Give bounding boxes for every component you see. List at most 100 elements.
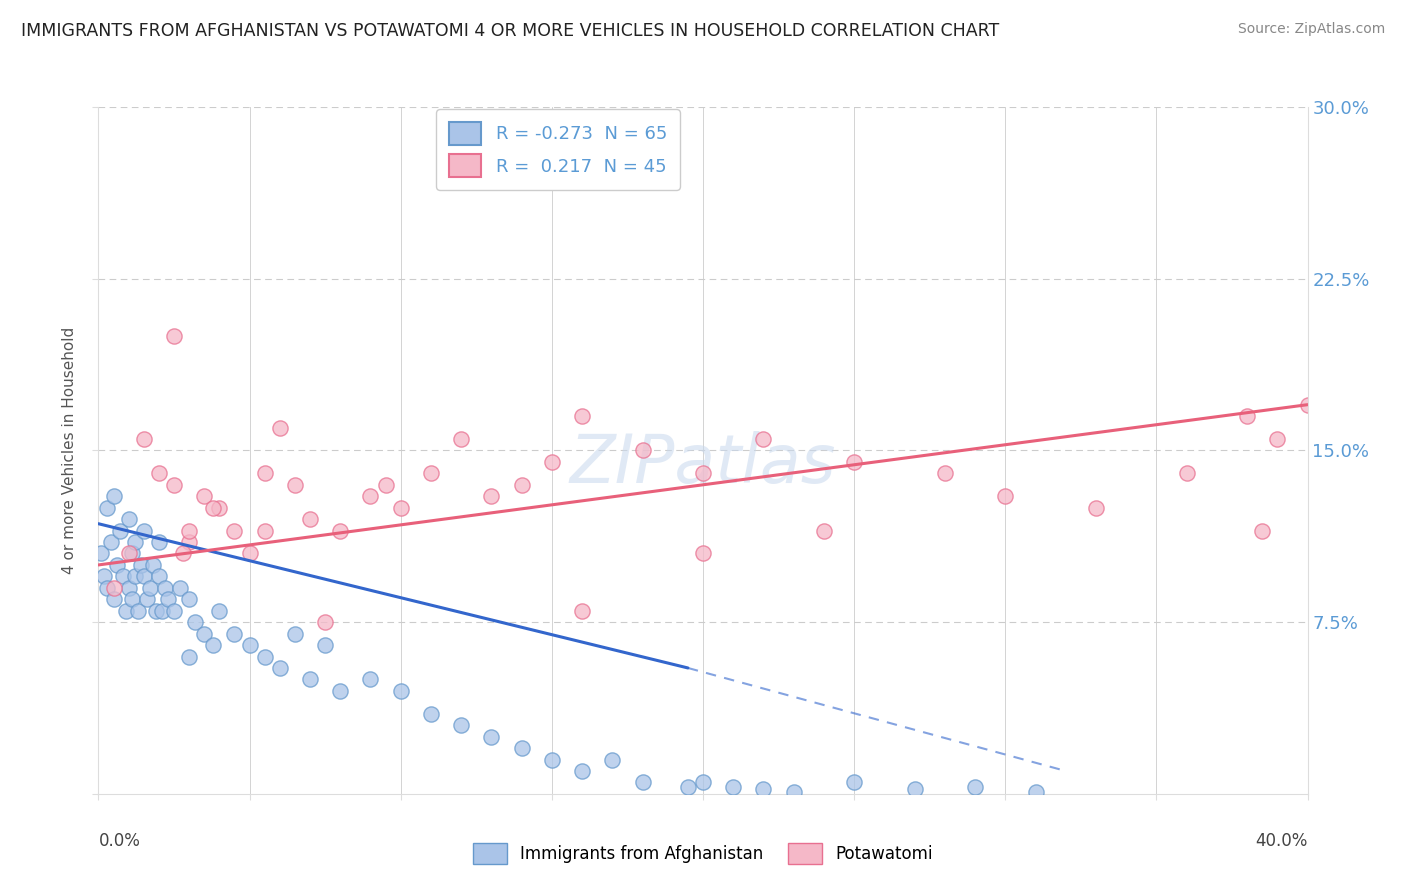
Point: [129, 558, 152, 572]
Point: [360, 489, 382, 503]
Point: [284, 478, 307, 492]
Point: [1296, 398, 1319, 412]
Point: [239, 546, 262, 561]
Point: [450, 432, 472, 446]
Point: [169, 581, 191, 595]
Point: [450, 718, 472, 732]
Point: [420, 706, 443, 721]
Point: [114, 604, 136, 618]
Point: [510, 741, 533, 756]
Point: [752, 782, 775, 797]
Text: ZIPatlas: ZIPatlas: [569, 431, 837, 497]
Point: [360, 673, 382, 687]
Text: 0.0%: 0.0%: [98, 831, 141, 850]
Point: [284, 626, 307, 640]
Point: [100, 535, 122, 549]
Point: [127, 604, 149, 618]
Point: [571, 604, 593, 618]
Point: [184, 615, 207, 630]
Point: [631, 443, 654, 458]
Point: [481, 489, 503, 503]
Point: [994, 489, 1017, 503]
Text: IMMIGRANTS FROM AFGHANISTAN VS POTAWATOMI 4 OR MORE VEHICLES IN HOUSEHOLD CORREL: IMMIGRANTS FROM AFGHANISTAN VS POTAWATOM…: [21, 22, 1000, 40]
Point: [132, 524, 155, 538]
Point: [269, 420, 291, 434]
Point: [540, 455, 562, 469]
Point: [208, 604, 231, 618]
Point: [148, 467, 170, 481]
Point: [172, 546, 194, 561]
Point: [692, 467, 714, 481]
Point: [108, 524, 131, 538]
Point: [329, 683, 352, 698]
Point: [1236, 409, 1258, 424]
Point: [510, 478, 533, 492]
Point: [904, 782, 927, 797]
Point: [118, 581, 141, 595]
Point: [374, 478, 396, 492]
Text: 40.0%: 40.0%: [1256, 831, 1308, 850]
Point: [145, 604, 167, 618]
Point: [1175, 467, 1198, 481]
Point: [118, 512, 141, 526]
Point: [193, 626, 215, 640]
Point: [329, 524, 352, 538]
Point: [179, 535, 201, 549]
Legend: R = -0.273  N = 65, R =  0.217  N = 45: R = -0.273 N = 65, R = 0.217 N = 45: [436, 109, 679, 190]
Point: [111, 569, 134, 583]
Point: [692, 775, 714, 789]
Point: [253, 524, 276, 538]
Point: [723, 780, 745, 794]
Point: [844, 455, 866, 469]
Point: [208, 500, 231, 515]
Point: [299, 673, 322, 687]
Point: [124, 535, 146, 549]
Text: Source: ZipAtlas.com: Source: ZipAtlas.com: [1237, 22, 1385, 37]
Point: [253, 649, 276, 664]
Point: [148, 569, 170, 583]
Point: [1085, 500, 1108, 515]
Point: [153, 581, 176, 595]
Point: [692, 546, 714, 561]
Point: [118, 546, 141, 561]
Point: [121, 546, 143, 561]
Point: [179, 524, 201, 538]
Point: [90, 546, 112, 561]
Point: [105, 558, 128, 572]
Point: [148, 535, 170, 549]
Point: [389, 500, 412, 515]
Point: [571, 764, 593, 778]
Point: [1267, 432, 1289, 446]
Point: [202, 500, 225, 515]
Point: [844, 775, 866, 789]
Point: [314, 638, 336, 652]
Point: [121, 592, 143, 607]
Point: [96, 581, 118, 595]
Point: [571, 409, 593, 424]
Point: [135, 592, 157, 607]
Point: [676, 780, 699, 794]
Point: [934, 467, 956, 481]
Point: [163, 329, 186, 343]
Point: [150, 604, 173, 618]
Point: [269, 661, 291, 675]
Point: [813, 524, 835, 538]
Point: [103, 581, 125, 595]
Point: [965, 780, 987, 794]
Point: [163, 604, 186, 618]
Point: [124, 569, 146, 583]
Point: [142, 558, 165, 572]
Point: [132, 569, 155, 583]
Point: [193, 489, 215, 503]
Y-axis label: 4 or more Vehicles in Household: 4 or more Vehicles in Household: [62, 326, 77, 574]
Point: [540, 753, 562, 767]
Point: [783, 784, 806, 798]
Point: [299, 512, 322, 526]
Point: [179, 649, 201, 664]
Point: [139, 581, 162, 595]
Point: [314, 615, 336, 630]
Point: [179, 592, 201, 607]
Point: [253, 467, 276, 481]
Legend: Immigrants from Afghanistan, Potawatomi: Immigrants from Afghanistan, Potawatomi: [467, 837, 939, 871]
Point: [239, 638, 262, 652]
